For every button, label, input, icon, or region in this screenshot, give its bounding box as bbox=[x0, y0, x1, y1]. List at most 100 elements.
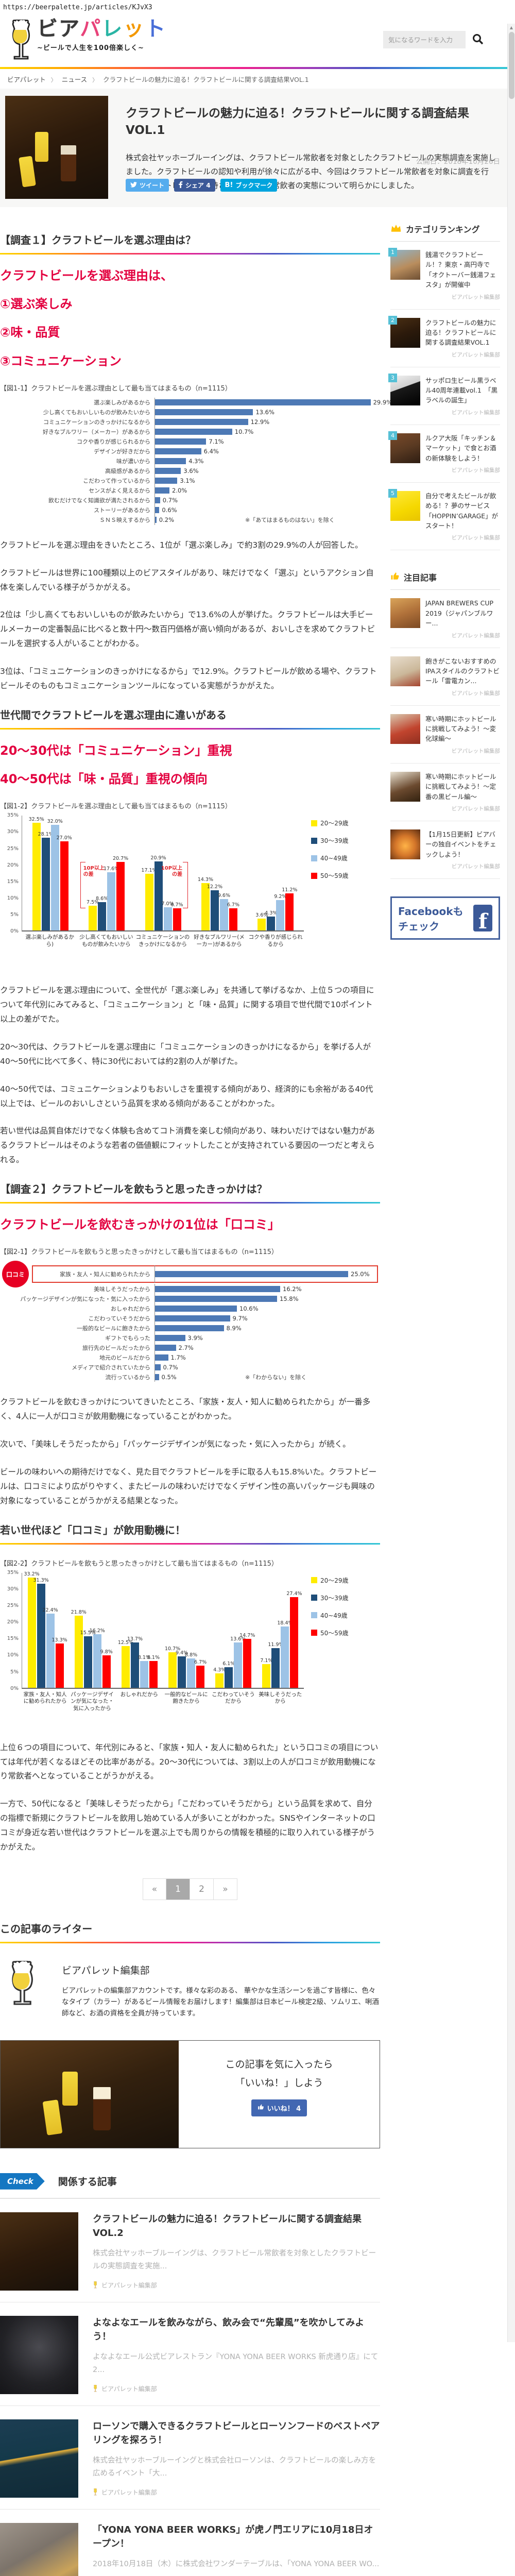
bar: 14.7% bbox=[239, 1633, 255, 1688]
scrollbar-thumb[interactable] bbox=[509, 32, 514, 99]
bar-value: 31.3% bbox=[33, 1578, 49, 1584]
facebook-like-button[interactable]: いいね！ 4 bbox=[251, 2099, 307, 2116]
ranking-section-header: カテゴリランキング bbox=[390, 223, 500, 242]
chart-row: ギフトでもらった 3.9% bbox=[0, 1333, 380, 1343]
bar-value: 13.6% bbox=[230, 1636, 246, 1642]
category-label: こだわっていそうだから bbox=[212, 1691, 255, 1705]
article-title: ローソンで購入できるクラフトビールとローソンフードのベストペアリングを探ろう！ bbox=[93, 2420, 380, 2446]
bar-value: 1.7% bbox=[170, 1353, 186, 1361]
bar: 32.0% bbox=[47, 819, 63, 931]
bar: 15.5% bbox=[80, 1630, 96, 1688]
bar: 13.7% bbox=[127, 1636, 143, 1688]
related-article[interactable]: 「YONA YONA BEER WORKS」が虎ノ門エリアに10月18日オープン… bbox=[0, 2510, 380, 2576]
facebook-share-button[interactable]: シェア 4 bbox=[174, 179, 215, 192]
pagination-item[interactable]: 2 bbox=[190, 1878, 214, 1900]
y-axis-tick: 20% bbox=[7, 862, 19, 868]
bar-label: 美味しそうだったから bbox=[94, 1285, 150, 1293]
bar bbox=[155, 1295, 277, 1302]
article-title: 銭湯でクラフトビール！？東京・高円寺で「オクトーバー銭湯フェスタ」が開催中 bbox=[425, 251, 496, 289]
sidebar-article[interactable]: 2 クラフトビールの魅力に迫る！クラフトビールに関する調査結果VOL.1 ビアパレッ… bbox=[388, 310, 500, 367]
related-article[interactable]: ローソンで購入できるクラフトビールとローソンフードのベストペアリングを探ろう！ 株… bbox=[0, 2406, 380, 2510]
plot-area: 32.5% 28.1% 32.0% 27.0% 7.5% 8.6% 17.6% 20.7% 17… bbox=[22, 816, 304, 932]
sidebar-article[interactable]: 寒い時期にホットビールに挑戦してみよう！～定番の黒ビール編～ ビアパレット編集部 bbox=[390, 764, 500, 821]
article-author: ビアパレット編集部 bbox=[93, 2281, 157, 2290]
bar-value: 3.9% bbox=[187, 1334, 203, 1342]
bar-label: コクや香りが感じられるから bbox=[77, 438, 150, 446]
y-axis-tick: 0% bbox=[10, 928, 19, 935]
sidebar-article[interactable]: JAPAN BREWERS CUP 2019（ジャパンブルワー... ビアパレット… bbox=[390, 590, 500, 648]
search-input[interactable] bbox=[383, 31, 466, 48]
article-title: 「YONA YONA BEER WORKS」が虎ノ門エリアに10月18日オープン… bbox=[93, 2524, 373, 2549]
logo-text-accent: パレット bbox=[80, 17, 167, 41]
y-axis-tick: 30% bbox=[7, 829, 19, 835]
like-box: この記事を気に入ったら 「いいね！」しよう いいね！ 4 bbox=[0, 2040, 380, 2148]
category-label: 選ぶ楽しみがあるから) bbox=[25, 934, 75, 947]
hatena-bookmark-button[interactable]: B! ブックマーク bbox=[220, 179, 278, 192]
sidebar-article[interactable]: 5 自分で考えたビールが飲める！？夢のサービス「HOPPIN’GARAGE」がスタ… bbox=[388, 483, 500, 551]
related-article[interactable]: クラフトビールの魅力に迫る！クラフトビールに関する調査結果VOL.2 株式会社ヤッ… bbox=[0, 2199, 380, 2302]
bar-label: こだわって作っているから bbox=[83, 478, 150, 485]
bar: 8.6% bbox=[96, 896, 108, 931]
legend-item: 20～29歳 bbox=[311, 1576, 349, 1585]
article-thumbnail bbox=[390, 598, 420, 629]
chart-row: こだわっていそうだから 9.7% bbox=[0, 1313, 380, 1324]
scrollbar[interactable]: ▲ bbox=[507, 24, 515, 2342]
bar: 6.1% bbox=[222, 1661, 235, 1688]
bar bbox=[155, 1325, 224, 1331]
tweet-button[interactable]: ツイート bbox=[126, 179, 169, 192]
bar: 27.4% bbox=[286, 1591, 302, 1688]
category-label: 一般的なビールに飽きたから bbox=[164, 1691, 208, 1705]
related-article[interactable]: よなよなエールを飲みながら、飲み会で“先輩風”を吹かしてみよう！ よなよなエール公… bbox=[0, 2302, 380, 2406]
bar bbox=[155, 419, 248, 426]
chart-row: 高級感があるから 3.6% bbox=[0, 466, 380, 476]
bar-label: 飲むだけでなく知識欲が満たされるから bbox=[48, 497, 150, 504]
annotation-text: 10P以上 の差 bbox=[83, 865, 105, 878]
sidebar-article[interactable]: 寒い時期にホットビールに挑戦してみよう！～変化球編～ ビアパレット編集部 bbox=[390, 706, 500, 764]
sidebar-article[interactable]: 3 サッポロ生ビール黒ラベル40周年連載vol.1 「黒ラベルの誕生」 ビアパレット… bbox=[388, 367, 500, 425]
paragraphs-survey1: クラフトビールを選ぶ理由をきいたところ、1位が「選ぶ楽しみ」で約3割の29.9%… bbox=[0, 538, 380, 693]
plot-area: 33.2% 31.3% 22.4% 13.3% 21.8% 15.5% 16.2% 9.8% 1… bbox=[22, 1571, 304, 1689]
site-logo[interactable]: ビアパレット ~ビールで人生を100倍楽しく~ bbox=[7, 18, 177, 66]
breadcrumb-item[interactable]: ニュース bbox=[61, 76, 88, 83]
legend-swatch bbox=[311, 837, 317, 844]
pagination-item[interactable]: « bbox=[143, 1878, 166, 1900]
chart-fig1-2: 0% 5% 10% 15% 20% 25% 30% 35% 32.5% 28.1% 32.0% 27.… bbox=[0, 812, 380, 970]
pagination-item[interactable]: » bbox=[214, 1878, 237, 1900]
sidebar-article[interactable]: 4 ルクア大阪「キッチン＆マーケット」で食とお酒の新体験をしよう！ ビアパレット編集… bbox=[388, 425, 500, 483]
article-author: ビアパレット編集部 bbox=[451, 632, 500, 639]
article-excerpt: 2018年10月18日（木）に株式会社ワンダーテーブルは、「YONA YONA … bbox=[93, 2560, 380, 2568]
writer-name[interactable]: ビアパレット編集部 bbox=[62, 1964, 150, 1976]
article-thumbnail: 5 bbox=[388, 488, 420, 521]
page-url: https://beerpalette.jp/articles/KJvX3 bbox=[3, 4, 152, 11]
chart-row: 少し高くてもおいしいものが飲みたいから 13.6% bbox=[0, 407, 380, 417]
rank-badge: 4 bbox=[388, 431, 397, 440]
article-thumbnail bbox=[0, 2212, 78, 2291]
sidebar-article[interactable]: 【1月15日更新】ビアバーの独自イベントをチェックしよう！ ビアパレット編集部 bbox=[390, 821, 500, 879]
article-title: クラフトビールの魅力に迫る！クラフトビールに関する調査結果VOL.2 bbox=[93, 2213, 362, 2239]
scrollbar-up-arrow[interactable]: ▲ bbox=[509, 25, 513, 30]
sidebar-article[interactable]: 1 銭湯でクラフトビール！？東京・高円寺で「オクトーバー銭湯フェスタ」が開催中 ビア… bbox=[388, 242, 500, 310]
bar-label: 家族・友人・知人に勧められたから bbox=[60, 1271, 150, 1278]
bar: 22.4% bbox=[42, 1607, 58, 1688]
heading-gradient-rule bbox=[0, 253, 380, 255]
search-button[interactable] bbox=[472, 33, 484, 47]
category-label: 好きなブルワリー(メーカー)があるから bbox=[194, 934, 245, 947]
breadcrumb-item[interactable]: ビアパレット bbox=[7, 76, 46, 83]
facebook-banner[interactable]: Facebookもチェック f bbox=[390, 896, 500, 940]
bar bbox=[155, 409, 253, 416]
highlight-frame bbox=[32, 1265, 378, 1283]
chart-fig2-1: 口コミ 家族・友人・知人に勧められたから 25.0% 美味しそうだったから 16.2% パ… bbox=[0, 1261, 380, 1382]
sidebar-article[interactable]: 飽きがこないおすすめのIPAスタイルのクラフトビール「雷電カン... ビアパレット… bbox=[390, 648, 500, 706]
bar-value: 33.2% bbox=[24, 1571, 40, 1578]
bar-value: 8.1% bbox=[138, 1654, 150, 1660]
featured-heading: 注目記事 bbox=[404, 573, 437, 583]
article-author: ビアパレット編集部 bbox=[451, 748, 500, 754]
heading-gradient-rule bbox=[0, 727, 380, 730]
facebook-icon bbox=[179, 181, 183, 190]
pagination-item[interactable]: 1 bbox=[166, 1878, 190, 1900]
bar: 14.3% bbox=[198, 877, 213, 931]
bar-label: ストーリーがあるから bbox=[94, 507, 150, 514]
bar: 33.2% bbox=[24, 1571, 40, 1688]
bar-label: 流行っているから bbox=[105, 1374, 150, 1381]
bar-value: 17.6% bbox=[104, 866, 119, 872]
